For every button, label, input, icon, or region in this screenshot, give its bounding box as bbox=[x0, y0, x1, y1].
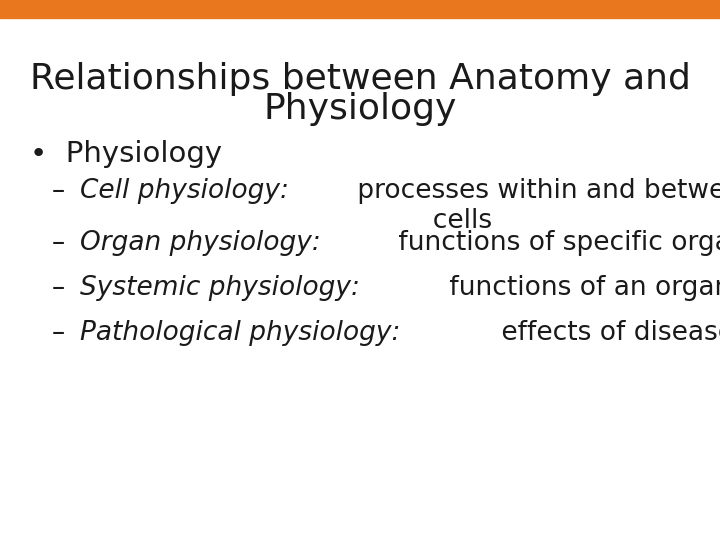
Text: Pathological physiology:: Pathological physiology: bbox=[80, 320, 400, 346]
Text: –: – bbox=[52, 275, 73, 301]
Bar bbox=[0, 0, 720, 18]
Text: Cell physiology:: Cell physiology: bbox=[80, 178, 289, 204]
Text: processes within and between
          cells: processes within and between cells bbox=[349, 178, 720, 234]
Text: Relationships between Anatomy and: Relationships between Anatomy and bbox=[30, 62, 690, 96]
Text: –: – bbox=[52, 178, 73, 204]
Text: effects of diseases: effects of diseases bbox=[493, 320, 720, 346]
Text: functions of an organ system: functions of an organ system bbox=[441, 275, 720, 301]
Text: Systemic physiology:: Systemic physiology: bbox=[80, 275, 359, 301]
Text: –: – bbox=[52, 320, 73, 346]
Text: Physiology: Physiology bbox=[264, 92, 456, 126]
Text: –: – bbox=[52, 230, 73, 256]
Text: Organ physiology:: Organ physiology: bbox=[80, 230, 320, 256]
Text: •  Physiology: • Physiology bbox=[30, 140, 222, 168]
Text: functions of specific organs: functions of specific organs bbox=[390, 230, 720, 256]
